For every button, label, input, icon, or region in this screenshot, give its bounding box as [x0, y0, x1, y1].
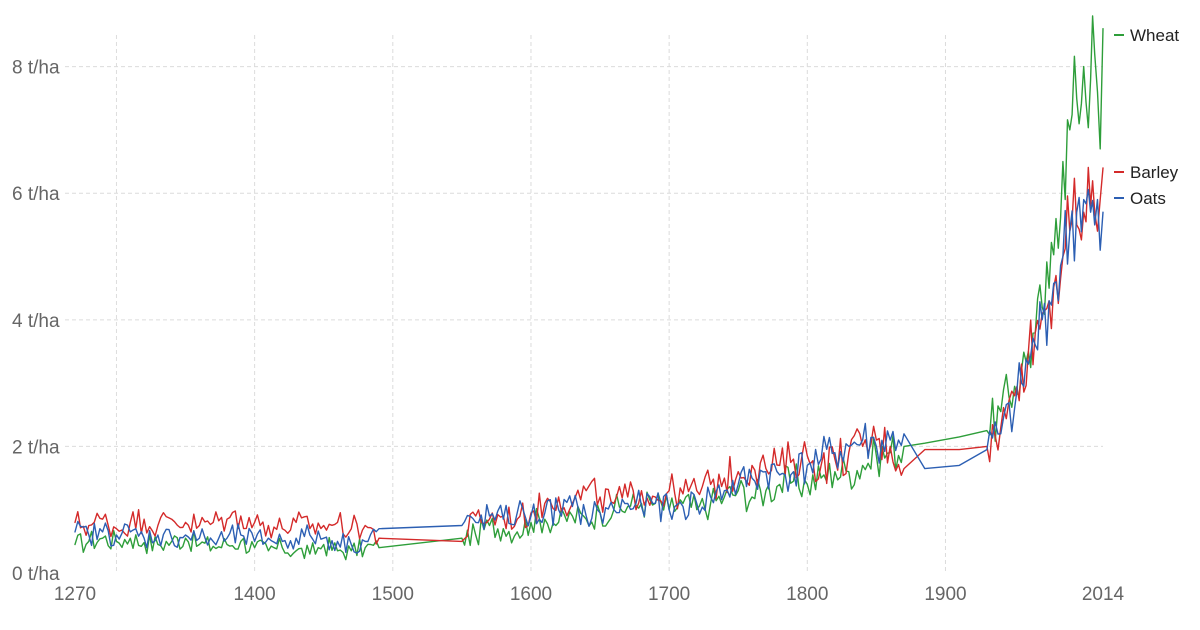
- x-tick-label: 1600: [510, 584, 552, 605]
- x-axis-tick-labels: 1270 1400 1500 1600 1700 1800 1900 2014: [54, 584, 1125, 605]
- y-tick-label: 6 t/ha: [12, 184, 60, 205]
- x-tick-label: 1400: [233, 584, 275, 605]
- y-tick-label: 0 t/ha: [12, 564, 60, 585]
- series-line-wheat: [74, 15, 1104, 561]
- legend-label-oats: Oats: [1130, 189, 1166, 208]
- x-tick-label: 2014: [1082, 584, 1125, 605]
- series-lines: [74, 15, 1104, 561]
- x-tick-label: 1270: [54, 584, 96, 605]
- y-tick-label: 2 t/ha: [12, 437, 60, 458]
- y-tick-label: 8 t/ha: [12, 58, 60, 79]
- x-tick-label: 1900: [924, 584, 966, 605]
- series-line-barley: [74, 166, 1104, 545]
- x-tick-label: 1500: [372, 584, 414, 605]
- y-tick-label: 4 t/ha: [12, 311, 60, 332]
- series-line-oats: [74, 188, 1104, 554]
- legend-label-wheat: Wheat: [1130, 26, 1179, 45]
- y-gridlines: [65, 66, 1103, 447]
- legend-label-barley: Barley: [1130, 163, 1179, 182]
- y-axis-tick-labels: 0 t/ha 2 t/ha 4 t/ha 6 t/ha 8 t/ha: [12, 58, 60, 585]
- legend: Wheat Barley Oats: [1114, 26, 1179, 208]
- x-tick-label: 1800: [786, 584, 828, 605]
- x-tick-label: 1700: [648, 584, 690, 605]
- x-gridlines: [115, 35, 946, 573]
